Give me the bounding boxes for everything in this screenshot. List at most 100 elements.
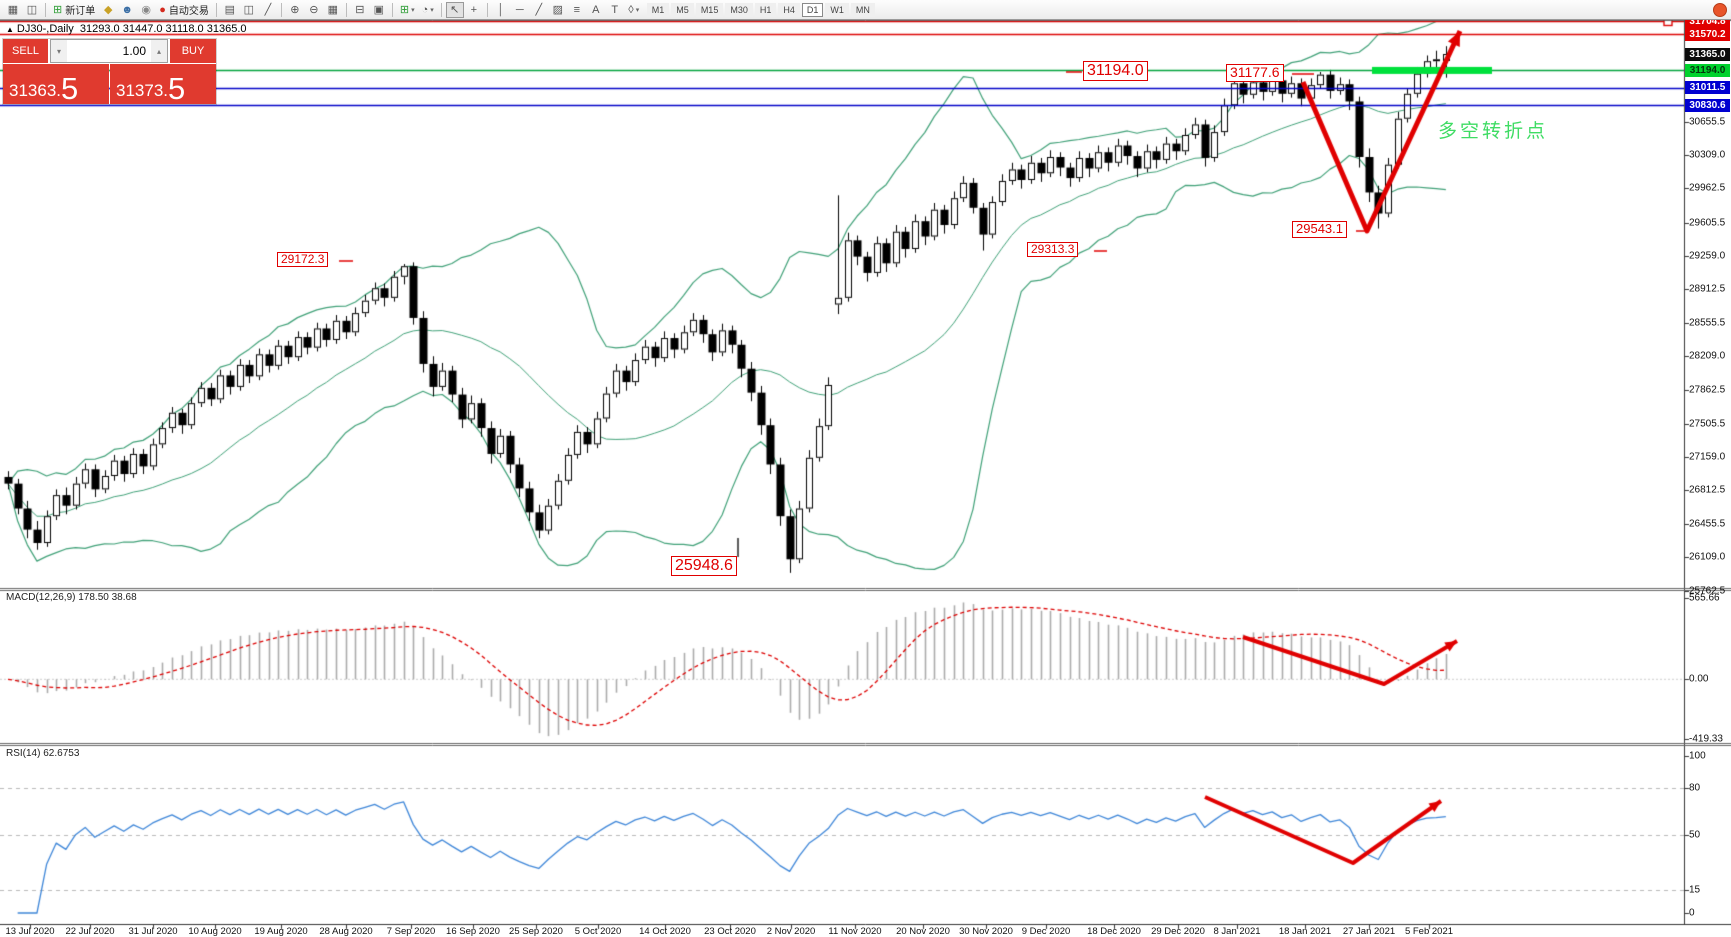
timeframe-button-m15[interactable]: M15 — [695, 2, 724, 17]
new-chart-icon[interactable]: ▦ — [4, 2, 22, 18]
zoom-out-icon: ⊖ — [309, 4, 319, 16]
horizontal-line-icon[interactable]: ─ — [511, 2, 529, 18]
toolbar-separator — [215, 2, 217, 17]
tile-windows-icon[interactable]: ▦ — [324, 2, 342, 18]
fibonacci-icon[interactable]: ≡ — [568, 2, 586, 18]
timeframe-button-m30[interactable]: M30 — [725, 2, 753, 17]
sell-price-main: 31363. — [9, 81, 61, 100]
expert-advisor-icon[interactable]: ◆ — [99, 2, 117, 18]
cursor-icon: ↖ — [450, 4, 460, 16]
text-icon[interactable]: A — [587, 2, 605, 18]
crosshair-icon: + — [470, 3, 477, 16]
crosshair-icon[interactable]: + — [465, 2, 483, 18]
bar-chart-icon[interactable]: ▤ — [221, 2, 239, 18]
price-annotation[interactable]: 29172.3 — [277, 252, 329, 268]
price-annotation[interactable]: 29543.1 — [1292, 221, 1347, 238]
price-annotation[interactable]: 31177.6 — [1226, 64, 1284, 82]
data-window-icon[interactable]: ▣ — [370, 2, 388, 18]
timeframe-button-h1[interactable]: H1 — [754, 2, 777, 17]
chart-marker-icon: ▲ — [6, 25, 14, 34]
new-order-button-label: 新订单 — [65, 6, 96, 17]
buy-price-big-digit: 5 — [168, 70, 186, 106]
zoom-out-icon[interactable]: ⊖ — [305, 2, 323, 18]
toolbar-separator — [391, 2, 393, 17]
volume-input[interactable]: 1.00 — [122, 44, 146, 58]
profiles-icon[interactable]: ◫ — [23, 2, 41, 18]
add-indicator-button[interactable]: ⊞ ▾ — [397, 2, 418, 18]
text-label-icon[interactable]: T — [606, 2, 624, 18]
rsi-label: RSI(14) — [6, 748, 41, 759]
expert-advisor-icon: ◆ — [103, 4, 113, 16]
toolbar-separator — [440, 2, 442, 17]
arrows-icon: ◊ — [628, 3, 634, 16]
navigator-icon[interactable]: ⊟ — [351, 2, 369, 18]
auto-trading-button: ● — [159, 3, 166, 16]
candlestick-chart-icon[interactable]: ◫ — [240, 2, 258, 18]
price-annotation[interactable]: 25948.6 — [671, 556, 737, 576]
signal-icon[interactable]: ◉ — [137, 2, 155, 18]
auto-trading-button[interactable]: ● 自动交易 — [156, 2, 212, 18]
buy-price-main: 31373. — [116, 81, 168, 100]
macd-indicator-header: MACD(12,26,9) 178.50 38.68 — [6, 592, 137, 603]
buy-price[interactable]: 31373. 5 — [110, 64, 216, 104]
account-icon: ☻ — [121, 3, 133, 16]
line-chart-icon: ╱ — [264, 4, 272, 16]
new-order-button[interactable]: ⊞ 新订单 — [50, 2, 98, 18]
analysis-note-text[interactable]: 多空转折点 — [1438, 121, 1549, 142]
navigator-icon: ⊟ — [355, 4, 365, 16]
signal-icon: ◉ — [141, 4, 152, 16]
price-annotation[interactable]: 31194.0 — [1083, 61, 1148, 81]
period-button[interactable]: ◔ ▾ — [419, 2, 437, 18]
timeframe-button-m5[interactable]: M5 — [671, 2, 694, 17]
new-order-button: ⊞ — [53, 4, 63, 16]
volume-decrease-icon[interactable]: ▾ — [51, 40, 67, 62]
buy-button[interactable]: BUY — [170, 39, 216, 63]
chart-symbol-period: DJ30-,Daily — [16, 23, 74, 35]
timeframe-button-mn[interactable]: MN — [850, 2, 875, 17]
volume-stepper: ▾ 1.00 ▴ — [50, 39, 168, 63]
candlestick-chart-icon: ◫ — [243, 4, 255, 16]
timeframe-switcher: M1 M5 M15 M30 H1 H4 D1 W1 MN — [646, 2, 875, 17]
zoom-in-icon: ⊕ — [290, 4, 300, 16]
vertical-line-icon[interactable]: │ — [492, 2, 510, 18]
sell-price[interactable]: 31363. 5 — [3, 64, 109, 104]
chevron-down-icon: ▾ — [635, 6, 640, 14]
community-icon[interactable] — [1713, 2, 1727, 17]
add-indicator-button: ⊞ — [399, 4, 410, 16]
sell-price-big-digit: 5 — [61, 70, 79, 106]
sell-button[interactable]: SELL — [3, 39, 48, 63]
data-window-icon: ▣ — [373, 4, 385, 16]
new-chart-icon: ▦ — [7, 4, 19, 16]
timeframe-button-h4[interactable]: H4 — [778, 2, 800, 17]
timeframe-button-w1[interactable]: W1 — [825, 2, 849, 17]
timeframe-button-m1[interactable]: M1 — [646, 2, 670, 17]
trade-panel-prices: 31363. 5 31373. 5 — [3, 64, 216, 104]
equidistant-channel-icon[interactable]: ▨ — [549, 2, 567, 18]
arrows-icon[interactable]: ◊ ▾ — [625, 2, 643, 18]
trendline-icon[interactable]: ╱ — [530, 2, 548, 18]
zoom-in-icon[interactable]: ⊕ — [286, 2, 304, 18]
fibonacci-icon: ≡ — [573, 3, 580, 16]
auto-trading-button-label: 自动交易 — [168, 6, 209, 17]
toolbar-separator — [45, 2, 46, 17]
price-annotation[interactable]: 29313.3 — [1027, 242, 1079, 258]
line-chart-icon[interactable]: ╱ — [259, 2, 277, 18]
volume-increase-icon[interactable]: ▴ — [151, 40, 167, 62]
profiles-icon: ◫ — [26, 4, 38, 16]
cursor-icon[interactable]: ↖ — [445, 1, 464, 18]
timeframe-button-d1[interactable]: D1 — [801, 2, 824, 17]
toolbar-separator — [345, 2, 347, 17]
chevron-down-icon: ▾ — [430, 6, 434, 14]
vertical-line-icon: │ — [497, 3, 505, 16]
toolbar-separator — [486, 2, 488, 17]
toolbar: ▦ ◫ ⊞ 新订单 ◆ ☻ ◉ ● 自动交易 ▤ ◫ ╱ ⊕ ⊖ ▦ ⊟ ▣ ⊞ ▾ ◔ ▾ ↖ + │ ─ ╱ ▨ ≡ A T ◊ ▾ M1… — [0, 0, 1731, 20]
equidistant-channel-icon: ▨ — [552, 4, 563, 16]
bar-chart-icon: ▤ — [224, 4, 236, 16]
text-icon: A — [592, 3, 600, 16]
horizontal-line-icon: ─ — [515, 3, 524, 16]
account-icon[interactable]: ☻ — [118, 2, 136, 18]
text-label-icon: T — [611, 3, 619, 16]
one-click-trading-panel: SELL ▾ 1.00 ▴ BUY 31363. 5 31373. 5 — [3, 39, 216, 104]
